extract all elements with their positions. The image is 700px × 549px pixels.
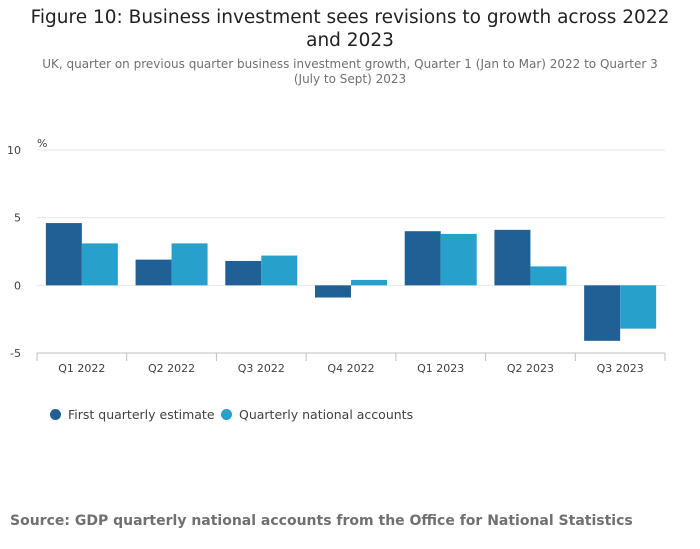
x-tick-label: Q1 2022 (58, 362, 105, 375)
legend-label-national-accounts: Quarterly national accounts (239, 407, 414, 422)
bar-first-estimate-q4-2022 (315, 285, 351, 298)
bar-first-estimate-q2-2023 (494, 229, 531, 286)
x-tick-label: Q4 2022 (327, 362, 374, 375)
bar-national-accounts-q3-2023 (620, 285, 657, 329)
bar-national-accounts-q1-2023 (440, 233, 477, 286)
bar-first-estimate-q2-2022 (135, 259, 172, 286)
bar-national-accounts-q4-2022 (351, 279, 387, 286)
legend-label-first-estimate: First quarterly estimate (68, 407, 215, 422)
legend-item-first-estimate[interactable]: First quarterly estimate (50, 407, 215, 422)
y-axis-unit-label: % (37, 137, 47, 150)
legend-swatch-first-estimate (50, 409, 61, 420)
y-tick-label: 0 (14, 279, 21, 292)
legend-swatch-national-accounts (221, 409, 232, 420)
bar-national-accounts-q1-2022 (81, 243, 118, 286)
x-tick-label: Q3 2023 (597, 362, 644, 375)
x-tick-label: Q2 2023 (507, 362, 554, 375)
source-note: Source: GDP quarterly national accounts … (10, 513, 633, 529)
bar-national-accounts-q2-2022 (171, 243, 208, 286)
y-tick-label: 5 (14, 212, 21, 225)
chart-title: Figure 10: Business investment sees revi… (30, 7, 670, 51)
legend-item-national-accounts[interactable]: Quarterly national accounts (221, 407, 413, 422)
bar-first-estimate-q1-2023 (404, 231, 441, 286)
x-tick-label: Q3 2022 (238, 362, 285, 375)
chart-subtitle: UK, quarter on previous quarter business… (42, 57, 658, 86)
bar-first-estimate-q3-2023 (584, 285, 621, 341)
x-tick-label: Q1 2023 (417, 362, 464, 375)
bar-national-accounts-q2-2023 (530, 266, 567, 286)
bar-national-accounts-q3-2022 (261, 255, 298, 286)
y-tick-label: 10 (7, 144, 21, 157)
bar-first-estimate-q1-2022 (45, 223, 82, 286)
bar-first-estimate-q3-2022 (225, 260, 262, 286)
x-tick-label: Q2 2022 (148, 362, 195, 375)
y-tick-label: -5 (10, 347, 21, 360)
